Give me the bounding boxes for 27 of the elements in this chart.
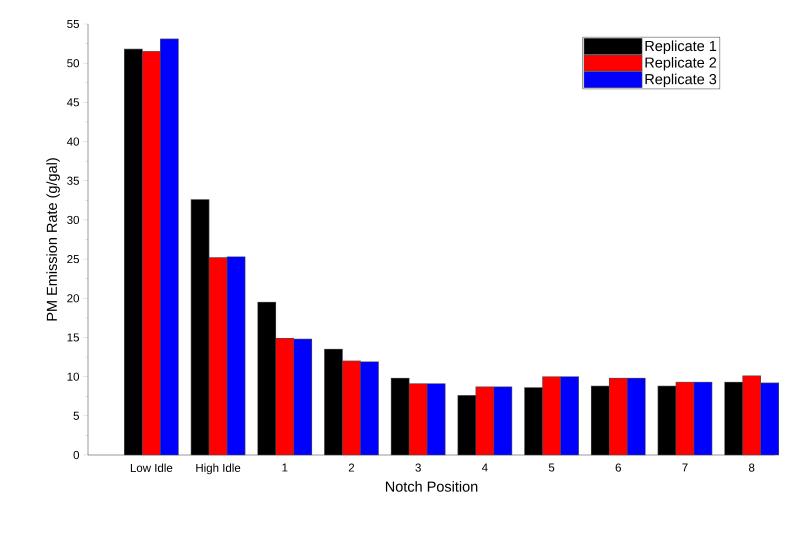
x-tick-label: 4 [482,464,488,472]
x-axis-title: Notch Position [386,481,478,492]
x-tick-label: High Idle [196,464,240,474]
y-tick-label: 55 [67,20,79,28]
x-tick-label: 6 [616,464,621,472]
x-tick-label: 1 [282,464,288,472]
y-tick-label: 5 [74,412,79,420]
y-tick-label: 10 [68,372,80,381]
x-tick-label: 5 [548,464,554,472]
legend-label: Replicate 3 [646,74,716,88]
x-tick-label: Low Idle [130,464,172,472]
y-tick-label: 20 [67,294,80,302]
x-tick-label: 8 [748,464,754,472]
y-tick-label: 0 [74,450,80,460]
y-tick-label: 50 [67,59,80,68]
y-tick-label: 15 [68,333,79,342]
x-tick-label: 2 [348,464,354,472]
x-tick-label: 3 [415,464,421,472]
y-tick-label: 45 [66,98,79,106]
y-tick-label: 30 [67,216,80,224]
y-axis-title: PM Emission Rate (g/gal) [46,158,60,321]
legend-label: Replicate 1 [646,40,716,54]
y-tick-label: 35 [67,176,79,185]
legend-label: Replicate 2 [646,57,716,71]
y-tick-label: 40 [66,137,80,146]
y-tick-label: 25 [67,255,79,264]
x-tick-label: 7 [682,464,688,472]
